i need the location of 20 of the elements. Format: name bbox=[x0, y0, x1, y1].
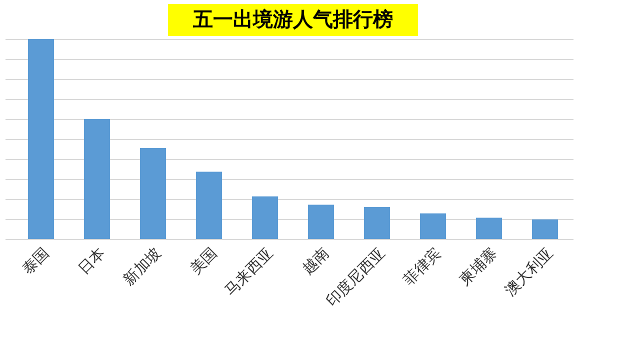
bar bbox=[84, 119, 110, 239]
chart-title: 五一出境游人气排行榜 bbox=[192, 7, 393, 31]
x-tick-label: 新加坡 bbox=[120, 244, 164, 289]
x-tick-label: 越南 bbox=[298, 244, 332, 278]
x-tick-label: 美国 bbox=[186, 244, 220, 278]
x-tick-label: 泰国 bbox=[18, 244, 52, 278]
x-tick-label: 澳大利亚 bbox=[501, 244, 556, 300]
bar bbox=[476, 218, 502, 239]
bar bbox=[308, 204, 334, 239]
bar bbox=[364, 207, 390, 239]
bar bbox=[532, 219, 558, 239]
bar bbox=[420, 213, 446, 239]
bar bbox=[140, 148, 166, 239]
bar bbox=[196, 172, 222, 239]
x-tick-label: 日本 bbox=[74, 244, 108, 278]
x-tick-label: 柬埔寨 bbox=[456, 244, 500, 289]
x-tick-label: 菲律宾 bbox=[400, 244, 444, 289]
x-tick-label: 马来西亚 bbox=[221, 244, 276, 300]
bar bbox=[28, 39, 54, 239]
bar bbox=[252, 196, 278, 239]
